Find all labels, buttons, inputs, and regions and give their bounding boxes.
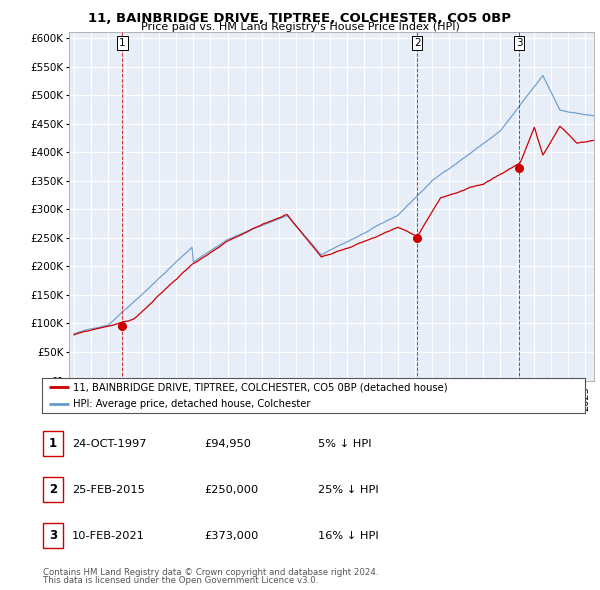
Text: 25% ↓ HPI: 25% ↓ HPI <box>318 485 379 494</box>
Text: £373,000: £373,000 <box>204 531 259 540</box>
Text: HPI: Average price, detached house, Colchester: HPI: Average price, detached house, Colc… <box>73 399 311 409</box>
Text: 3: 3 <box>515 38 523 48</box>
Text: 10-FEB-2021: 10-FEB-2021 <box>72 531 145 540</box>
Text: 1: 1 <box>49 437 57 450</box>
Text: 11, BAINBRIDGE DRIVE, TIPTREE, COLCHESTER, CO5 0BP: 11, BAINBRIDGE DRIVE, TIPTREE, COLCHESTE… <box>89 12 511 25</box>
Text: 24-OCT-1997: 24-OCT-1997 <box>72 439 146 448</box>
Text: 5% ↓ HPI: 5% ↓ HPI <box>318 439 371 448</box>
Text: 11, BAINBRIDGE DRIVE, TIPTREE, COLCHESTER, CO5 0BP (detached house): 11, BAINBRIDGE DRIVE, TIPTREE, COLCHESTE… <box>73 382 448 392</box>
Text: £250,000: £250,000 <box>204 485 258 494</box>
Text: Price paid vs. HM Land Registry's House Price Index (HPI): Price paid vs. HM Land Registry's House … <box>140 22 460 32</box>
Text: 3: 3 <box>49 529 57 542</box>
Text: 2: 2 <box>49 483 57 496</box>
Text: 16% ↓ HPI: 16% ↓ HPI <box>318 531 379 540</box>
Text: 2: 2 <box>414 38 421 48</box>
Text: Contains HM Land Registry data © Crown copyright and database right 2024.: Contains HM Land Registry data © Crown c… <box>43 568 379 577</box>
Text: £94,950: £94,950 <box>204 439 251 448</box>
Text: 1: 1 <box>119 38 125 48</box>
Text: 25-FEB-2015: 25-FEB-2015 <box>72 485 145 494</box>
Text: This data is licensed under the Open Government Licence v3.0.: This data is licensed under the Open Gov… <box>43 576 319 585</box>
